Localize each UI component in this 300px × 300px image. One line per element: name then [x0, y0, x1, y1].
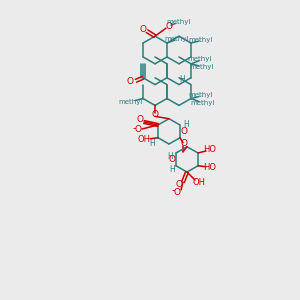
Text: H: H [169, 165, 175, 174]
Text: OH: OH [193, 178, 206, 187]
Text: O: O [181, 127, 188, 136]
Text: H: H [149, 139, 155, 148]
Text: O: O [169, 155, 176, 164]
Text: methyl: methyl [188, 56, 212, 62]
Text: methyl: methyl [189, 92, 213, 98]
Text: H: H [179, 75, 185, 84]
Text: methyl: methyl [189, 37, 213, 43]
Text: HO: HO [203, 146, 217, 154]
Text: -: - [132, 123, 136, 133]
Text: H: H [183, 121, 189, 130]
Text: O: O [127, 77, 134, 86]
Text: HO: HO [203, 163, 217, 172]
Text: O: O [134, 125, 142, 134]
Text: methyl: methyl [167, 19, 191, 25]
Text: O: O [181, 139, 188, 148]
Text: O: O [176, 179, 182, 188]
Text: OH: OH [137, 135, 151, 144]
Text: O: O [152, 110, 158, 119]
Text: H: H [167, 152, 173, 161]
Text: O: O [166, 22, 172, 31]
Text: methyl: methyl [165, 36, 189, 42]
Text: methyl: methyl [119, 98, 143, 104]
Text: O: O [173, 188, 181, 196]
Text: methyl: methyl [190, 64, 214, 70]
Text: -: - [171, 185, 175, 195]
Text: methyl: methyl [191, 100, 215, 106]
Text: O: O [136, 116, 143, 124]
Text: O: O [140, 25, 146, 34]
